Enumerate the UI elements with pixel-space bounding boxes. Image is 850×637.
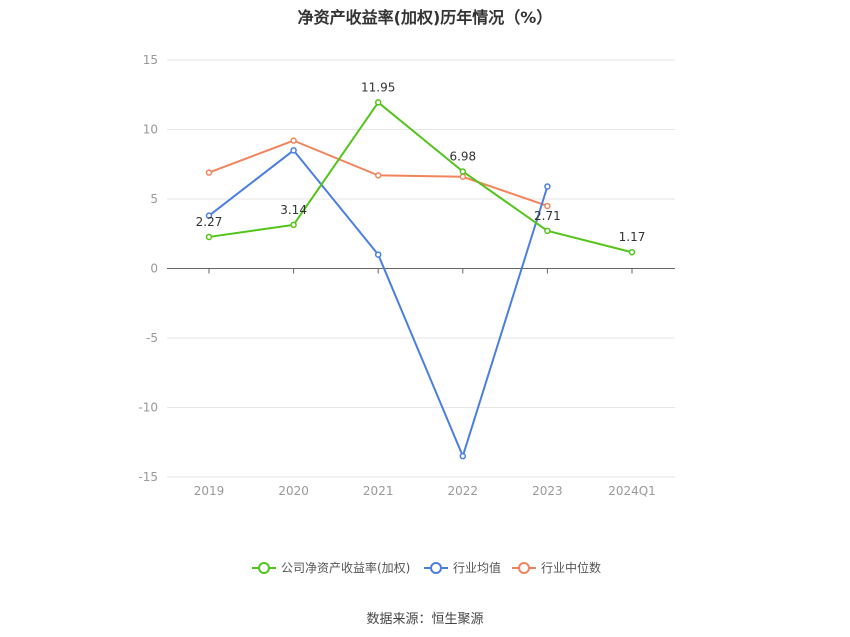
data-point [544, 227, 551, 235]
axis-layer: 15 10 5 0 -5 -10 -15 2019 2020 2021 2022 2023 2024Q1 [138, 53, 675, 498]
legend-marker [258, 562, 270, 574]
grid-layer [167, 59, 675, 478]
x-tick-label: 2020 [278, 484, 309, 498]
data-point [374, 99, 382, 106]
y-tick-label: -10 [138, 401, 158, 415]
data-point [374, 172, 382, 179]
x-tick-label: 2019 [194, 484, 225, 498]
data-label: 2.27 [196, 215, 223, 229]
data-point [374, 251, 382, 258]
data-label: 1.17 [619, 230, 646, 244]
data-point [290, 147, 297, 154]
y-tick-label: 10 [143, 123, 158, 137]
legend-label: 公司净资产收益率(加权) [281, 560, 410, 575]
label-layer: 2.27 3.14 11.95 6.98 2.71 1.17 [196, 80, 646, 244]
legend-item-0[interactable]: 公司净资产收益率(加权) [252, 560, 410, 575]
data-point [459, 452, 467, 460]
data-point [205, 233, 213, 241]
data-label: 3.14 [280, 203, 307, 217]
data-label: 2.71 [534, 209, 561, 223]
series-layer [205, 99, 636, 460]
legend-marker [430, 562, 442, 574]
data-point [544, 202, 551, 210]
y-tick-label: 0 [150, 262, 158, 276]
y-tick-label: 15 [143, 53, 158, 67]
data-point [628, 248, 636, 256]
data-point [205, 212, 213, 219]
legend-item-1[interactable]: 行业均值 [424, 560, 501, 575]
y-tick-label: 5 [150, 192, 158, 206]
data-point [544, 183, 551, 190]
source-text: 数据来源：恒生聚源 [366, 612, 484, 627]
data-label: 6.98 [449, 149, 476, 163]
x-tick-label: 2021 [363, 484, 394, 498]
data-point [205, 169, 213, 176]
data-point [290, 221, 297, 229]
legend-label: 行业均值 [453, 560, 501, 575]
x-tick-label: 2024Q1 [608, 484, 656, 498]
data-label: 11.95 [361, 80, 395, 94]
data-point [290, 137, 297, 144]
data-point [459, 173, 467, 181]
x-tick-label: 2023 [532, 484, 563, 498]
series-line-0 [208, 101, 633, 254]
legend-marker [518, 562, 530, 574]
x-tick-label: 2022 [448, 484, 479, 498]
chart-title: 净资产收益率(加权)历年情况（%） [297, 8, 553, 27]
legend[interactable]: 公司净资产收益率(加权) 行业均值 行业中位数 [252, 560, 601, 575]
data-point [459, 168, 467, 175]
y-tick-label: -5 [146, 331, 158, 345]
legend-item-2[interactable]: 行业中位数 [512, 560, 601, 575]
legend-label: 行业中位数 [541, 560, 601, 575]
y-tick-label: -15 [138, 470, 158, 484]
